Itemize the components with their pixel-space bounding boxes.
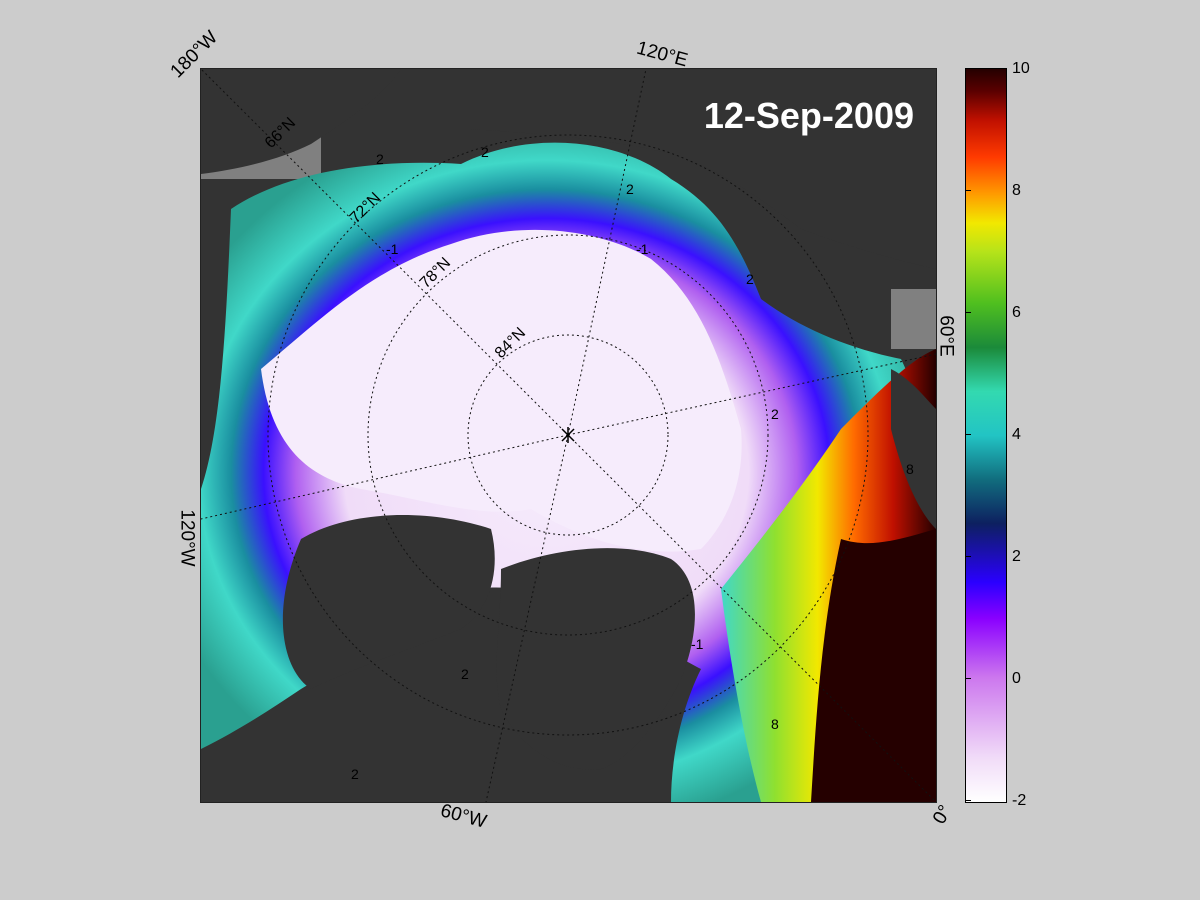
sea-surface-temperature-map: 66°N 72°N 78°N 84°N 2 2 2 2 2 2 2 -1 -1 …: [200, 68, 937, 803]
contour-label-neg1-a: -1: [386, 241, 399, 257]
map-graphic: 66°N 72°N 78°N 84°N 2 2 2 2 2 2 2 -1 -1 …: [201, 69, 936, 802]
colorbar-tick-0: 0: [1012, 670, 1021, 687]
lon-label-60e: 60°E: [935, 315, 957, 357]
colorbar-tick-8: 8: [1012, 182, 1021, 199]
siberia-land: [471, 69, 936, 269]
gray-region-right: [891, 289, 936, 349]
warm-core: [811, 529, 936, 802]
contour-label-8-b: 8: [771, 716, 779, 732]
contour-label-8-a: 8: [906, 461, 914, 477]
contour-label-2-e: 2: [771, 406, 779, 422]
colorbar-tick-2: 2: [1012, 548, 1021, 565]
contour-label-2-b: 2: [481, 144, 489, 160]
canadian-archipelago-land: [282, 515, 495, 689]
north-pole-marker: [561, 427, 575, 443]
scandinavia-land: [891, 369, 936, 529]
greenland-land: [496, 548, 695, 770]
colorbar-tick-neg2: -2: [1012, 792, 1027, 809]
colorbar-tick-10: 10: [1012, 60, 1030, 77]
lon-label-120w: 120°W: [176, 509, 198, 567]
temperature-colorbar: [965, 68, 1007, 803]
contour-label-2-a: 2: [376, 151, 384, 167]
contour-label-2-c: 2: [626, 181, 634, 197]
date-label: 12-Sep-2009: [703, 95, 914, 136]
colorbar-tick-4: 4: [1012, 426, 1021, 443]
lon-label-60w: 60°W: [438, 800, 489, 833]
alaska-land: [201, 69, 401, 174]
contour-label-neg1-c: -1: [691, 636, 704, 652]
colorbar-tick-6: 6: [1012, 304, 1021, 321]
lon-label-0: 0°: [929, 801, 957, 828]
contour-label-2-g: 2: [351, 766, 359, 782]
central-arctic-cold-water: [261, 229, 742, 552]
graticule: [201, 69, 936, 802]
contour-label-2-f: 2: [461, 666, 469, 682]
contour-label-2-d: 2: [746, 271, 754, 287]
contour-label-neg1-b: -1: [636, 241, 649, 257]
